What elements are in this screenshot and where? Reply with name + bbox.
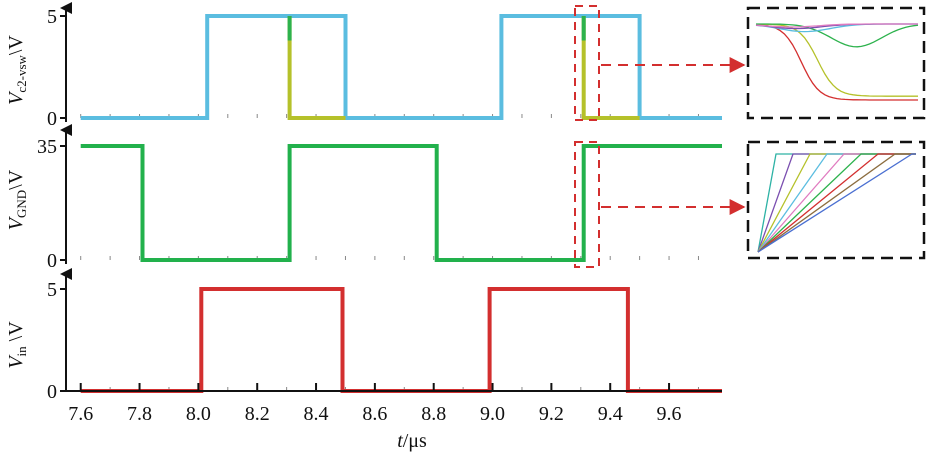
x-tick-label: 7.6 <box>68 403 93 425</box>
y-tick-label-middle: 35 <box>37 136 57 158</box>
panel-middle-vgnd: 35 0 <box>37 124 722 272</box>
y-tick-label-bottom: 0 <box>47 381 57 403</box>
inset-top-zoom <box>746 6 926 120</box>
ylabel-top: Vc2-vsw\V <box>5 35 29 105</box>
x-tick-label: 8.6 <box>362 403 387 425</box>
inset-top-curve <box>756 23 918 97</box>
x-tick-label: 7.8 <box>127 403 152 425</box>
y-tick-label-bottom: 5 <box>47 279 57 301</box>
series-line-top-1 <box>287 16 346 120</box>
ylabel-middle: VGND\V <box>5 169 29 230</box>
series-line-top-0 <box>80 14 722 120</box>
y-tick-label-top: 0 <box>47 108 57 130</box>
inset-top-curve <box>755 23 918 101</box>
x-tick-label: 9.6 <box>657 403 682 425</box>
y-tick-label-middle: 0 <box>47 250 57 272</box>
highlight-box-top <box>574 5 600 121</box>
panel-bottom-vin: 5 0 7.6 7.8 8.0 8.2 8.4 8.6 8.8 9.0 9.2 9.4 9.6 <box>47 268 722 425</box>
y-tick-label-top: 5 <box>47 6 57 28</box>
x-tick-label: 9.2 <box>539 403 564 425</box>
series-line-bottom-0 <box>80 287 722 393</box>
inset-middle-zoom <box>746 140 926 260</box>
highlight-box-middle <box>574 141 600 268</box>
x-tick-label: 9.4 <box>598 403 623 425</box>
x-tick-label: 9.0 <box>480 403 505 425</box>
inset-top-curve <box>755 23 918 28</box>
inset-mid-ramp <box>757 153 916 253</box>
xlabel: t/μs <box>397 430 427 452</box>
series-line-top-2 <box>581 16 640 120</box>
x-tick-label: 8.8 <box>421 403 446 425</box>
ylabel-bottom: Vin \V <box>5 321 29 369</box>
x-tick-label: 8.4 <box>304 403 329 425</box>
x-tick-label: 8.2 <box>245 403 270 425</box>
series-line-middle-0 <box>80 144 722 262</box>
inset-top-curve <box>756 23 919 48</box>
inset-mid-ramp <box>757 153 916 253</box>
panel-top-vc2vsw: 50 <box>47 2 722 130</box>
x-tick-label: 8.0 <box>186 403 211 425</box>
zoom-highlight <box>574 5 746 268</box>
